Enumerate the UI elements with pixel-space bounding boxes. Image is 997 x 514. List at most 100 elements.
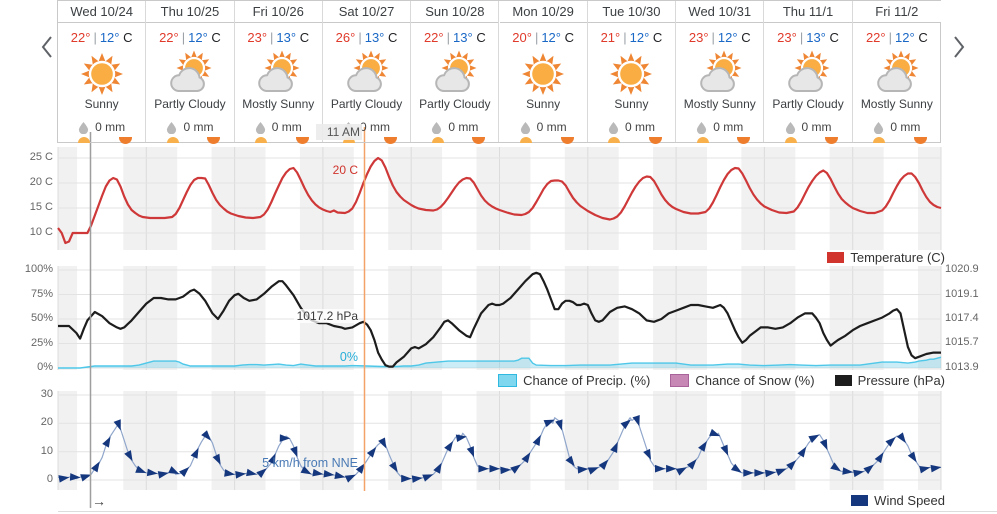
day-label: Thu 10/25 [146,1,234,23]
temp-separator: | [888,30,893,45]
day-label: Wed 10/31 [676,1,764,23]
precip-amount: 0 mm [853,120,941,134]
pressure-precip-legend: Chance of Precip. (%) Chance of Snow (%)… [498,373,945,388]
sunrise-icon [608,137,621,143]
temp-separator: | [799,30,804,45]
partly-cloudy-icon [343,49,391,97]
sunset-icon [913,137,927,144]
axis-tick-label: 1017.4 [945,312,979,324]
raindrop-icon [785,121,795,134]
temp-unit: C [652,30,663,45]
sunset-icon [207,137,221,144]
temp-separator: | [93,30,97,45]
temp-separator: | [446,30,451,45]
condition-label: Mostly Sunny [242,97,315,111]
high-temp: 22° [423,30,444,45]
low-temp: 13° [364,30,385,45]
partly-cloudy-icon [166,49,214,97]
legend-wind[interactable]: Wind Speed [851,493,945,508]
chevron-left-icon [41,35,52,58]
chevron-right-icon [954,35,965,58]
sunset-icon [119,137,133,144]
legend-pressure[interactable]: Pressure (hPa) [834,373,945,388]
partly-cloudy-icon [431,49,479,97]
legend-precip[interactable]: Chance of Precip. (%) [498,373,650,388]
day-temperatures: 20° | 12° C [500,30,587,45]
day-column[interactable]: Sun 10/28 22° | 13° C Partly Cloudy 0 mm [411,1,500,144]
low-temp: 12° [188,30,208,45]
sunset-icon [560,137,574,144]
condition-label: Partly Cloudy [330,97,403,111]
precip-amount: 0 mm [235,120,322,134]
temperature-legend: Temperature (C) [827,250,945,265]
legend-snow[interactable]: Chance of Snow (%) [670,373,815,388]
day-temperatures: 23° | 12° C [676,30,763,45]
sunrise-icon [784,137,797,143]
high-temp: 22° [865,30,886,45]
horizontal-scrollbar-track[interactable] [58,511,997,512]
axis-tick-label: 25 C [29,151,53,163]
axis-tick-label: 10 [40,444,53,457]
day-column[interactable]: Thu 11/1 23° | 13° C Partly Cloudy 0 mm [764,1,853,144]
day-column[interactable]: Tue 10/30 21° | 12° C Sunny 0 mm [587,1,677,144]
day-column[interactable]: Wed 10/24 22° | 12° C Sunny 0 mm [58,1,147,144]
sunrise-icon [78,137,91,143]
axis-tick-label: 1013.9 [945,361,979,373]
day-column[interactable]: Wed 10/31 23° | 12° C Mostly Sunny 0 mm [676,1,765,144]
day-label: Fri 10/26 [234,1,322,23]
condition-label: Sunny [84,97,119,111]
sunrise-icon [873,137,886,143]
axis-tick-label: 20 C [29,176,53,188]
day-column[interactable]: Fri 11/2 22° | 12° C Mostly Sunny 0 mm [852,1,941,144]
raindrop-icon [167,121,177,134]
high-temp: 21° [600,30,621,45]
day-column[interactable]: Fri 10/26 23° | 13° C Mostly Sunny 0 mm [234,1,323,144]
temp-unit: C [741,30,751,45]
legend-temperature-label: Temperature (C) [850,250,945,265]
day-column[interactable]: Thu 10/25 22° | 12° C Partly Cloudy 0 mm [146,1,235,144]
low-temp: 13° [276,30,297,45]
day-label: Mon 10/29 [499,1,587,23]
axis-tick-label: 50% [30,312,53,324]
low-temp: 12° [541,30,561,45]
temp-separator: | [623,30,627,45]
day-temperatures: 22° | 13° C [411,30,498,45]
day-column[interactable]: Sat 10/27 26° | 13° C Partly Cloudy 0 mm [322,1,412,144]
axis-tick-label: 20 [40,416,53,429]
sunset-icon [648,137,662,144]
sunset-icon [472,137,486,144]
sunrise-icon [519,137,532,143]
prev-days-button[interactable] [36,34,58,62]
temp-separator: | [711,30,715,45]
wind-legend: Wind Speed [851,493,945,508]
temp-separator: | [534,30,539,45]
day-column[interactable]: Mon 10/29 20° | 12° C Sunny 0 mm [499,1,588,144]
legend-precip-label: Chance of Precip. (%) [523,373,651,388]
temp-unit: C [564,30,575,45]
temp-unit: C [829,30,839,45]
sunny-icon [607,49,655,97]
snow-swatch-icon [670,374,690,387]
day-label: Thu 11/1 [764,1,852,23]
day-temperatures: 23° | 13° C [235,30,322,45]
sunny-icon [519,49,567,97]
sunset-icon [825,137,839,144]
pressure-swatch-icon [834,375,852,386]
condition-label: Mostly Sunny [860,97,933,111]
sunrise-icon [166,137,179,143]
temp-unit: C [123,30,133,45]
high-temp: 20° [512,30,532,45]
crosshair-pressure-label: 1017.2 hPa [294,309,358,323]
pan-hint-arrow[interactable]: → [92,493,106,509]
temp-unit: C [476,30,486,45]
high-temp: 23° [777,30,797,45]
axis-tick-label: 15 C [29,201,53,213]
day-label: Tue 10/30 [587,1,676,23]
legend-temperature[interactable]: Temperature (C) [827,250,945,265]
day-temperatures: 21° | 12° C [588,30,675,45]
crosshair-precip-label: 0% [339,350,358,364]
condition-label: Partly Cloudy [772,97,844,111]
next-days-button[interactable] [948,34,970,62]
sunset-icon [383,137,397,144]
